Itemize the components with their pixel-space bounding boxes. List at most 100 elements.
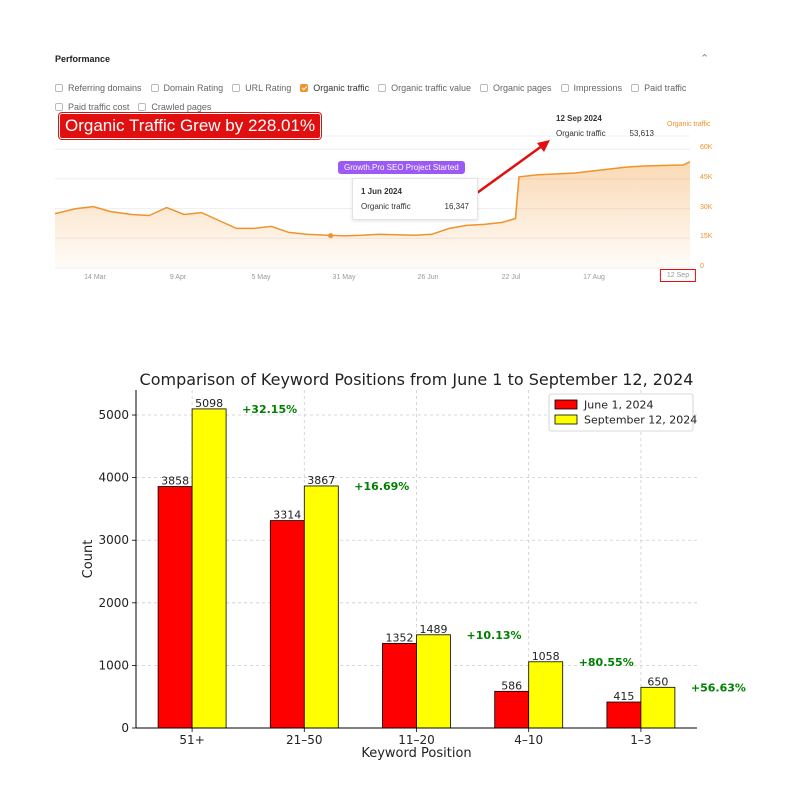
growth-label: +32.15% [242, 403, 297, 416]
metric-label: Organic traffic value [391, 83, 471, 93]
tooltip-start: 1 Jun 2024 Organic traffic 16,347 [352, 178, 478, 220]
perf-x-tick: 14 Mar [84, 274, 106, 281]
bar-september [191, 408, 227, 729]
tooltip-end-value: 53,613 [629, 129, 654, 138]
growth-label: +80.55% [579, 656, 634, 669]
metric-label: Organic pages [493, 83, 552, 93]
x-tick-label: 4–10 [514, 733, 543, 747]
checkbox-icon[interactable] [480, 84, 488, 92]
metric-toggle-4[interactable]: Organic traffic value [378, 79, 471, 97]
metric-label: Crawled pages [151, 102, 212, 112]
metric-label: Domain Rating [163, 83, 224, 93]
y-tick-label: 3000 [98, 533, 129, 547]
x-tick-label: 21–50 [286, 733, 323, 747]
metric-toggle-5[interactable]: Organic pages [480, 79, 552, 97]
checkbox-icon[interactable] [55, 84, 63, 92]
growth-label: +56.63% [691, 681, 746, 694]
checkbox-icon[interactable] [138, 103, 147, 111]
legend-label: September 12, 2024 [584, 414, 697, 427]
metric-toggle-1[interactable]: Domain Rating [150, 79, 224, 97]
perf-y-tick: 15K [700, 233, 713, 241]
bar-value-label: 1489 [420, 623, 448, 636]
perf-x-tick: 31 May [332, 274, 356, 281]
bar-value-label: 650 [647, 675, 668, 688]
perf-y-tick: 30K [700, 203, 713, 211]
perf-x-tick: 5 May [251, 274, 271, 281]
growth-arrow [469, 143, 545, 200]
perf-y-tick: 45K [700, 173, 713, 181]
chevron-up-icon[interactable]: ⌃ [700, 53, 710, 65]
checkbox-icon[interactable] [378, 84, 387, 92]
y-tick-label: 4000 [98, 471, 129, 485]
y-axis-label: Count [81, 540, 96, 579]
checkbox-icon[interactable] [150, 84, 159, 92]
bar-value-label: 586 [501, 679, 522, 692]
tooltip-end-label: Organic traffic [556, 129, 606, 138]
x-tick-label: 1–3 [630, 733, 651, 747]
tooltip-start-value: 16,347 [444, 202, 469, 211]
bar-june [606, 701, 642, 729]
y-tick-label: 1000 [98, 658, 129, 672]
bar-september [528, 661, 564, 729]
x-tick-label: 51+ [179, 733, 204, 747]
traffic-line [54, 161, 691, 237]
perf-y-tick: 0 [700, 263, 704, 270]
x-tick-label: 11–20 [398, 733, 435, 747]
bar-value-label: 415 [613, 690, 634, 703]
bar-june [157, 486, 193, 729]
metric-toggle-6[interactable]: Impressions [560, 79, 623, 97]
tooltip-start-date: 1 Jun 2024 [361, 187, 402, 196]
metric-label: Organic traffic [313, 83, 370, 93]
metric-toggle-8[interactable]: Paid traffic cost [55, 98, 129, 116]
x-axis-label: Keyword Position [361, 746, 471, 761]
metric-toggle-2[interactable]: URL Rating [232, 79, 291, 97]
checkbox-icon[interactable] [55, 103, 63, 111]
metric-label: Paid traffic cost [68, 102, 130, 112]
metric-toggle-9[interactable]: Crawled pages [138, 98, 211, 116]
legend-swatch [554, 414, 578, 425]
legend-label: June 1, 2024 [583, 399, 653, 412]
perf-x-tick: 12 Sep [659, 269, 697, 282]
bar-value-label: 3314 [273, 509, 301, 522]
bar-september [640, 686, 676, 729]
metric-label: Impressions [573, 83, 623, 93]
growth-banner: Organic Traffic Grew by 228.01% [60, 114, 321, 138]
metric-label: Paid traffic [644, 83, 687, 93]
growth-label: +10.13% [467, 629, 522, 642]
checkbox-icon[interactable] [560, 84, 569, 92]
legend-swatch [554, 399, 578, 410]
project-start-badge: Growth.Pro SEO Project Started [338, 161, 465, 174]
bar-june [494, 690, 530, 729]
tooltip-end: 12 Sep 2024 Organic traffic 53,613 [556, 114, 654, 138]
arrow-head-icon [537, 140, 550, 152]
traffic-point [328, 233, 334, 239]
bar-value-label: 1058 [532, 650, 560, 663]
y-tick-label: 2000 [98, 596, 129, 610]
bar-value-label: 5098 [195, 397, 223, 410]
checkbox-checked-icon[interactable] [300, 84, 309, 92]
perf-x-tick: 9 Apr [169, 274, 187, 281]
organic-traffic-chart [54, 135, 691, 269]
tooltip-start-label: Organic traffic [361, 202, 411, 211]
tooltip-end-date: 12 Sep 2024 [556, 114, 602, 123]
perf-x-tick: 22 Jul [501, 274, 521, 281]
checkbox-icon[interactable] [631, 84, 640, 92]
performance-panel: Performance ⌃ Referring domains Domain Ra… [0, 0, 800, 300]
checkbox-icon[interactable] [232, 84, 241, 92]
growth-label: +16.69% [354, 480, 409, 493]
bar-value-label: 1352 [386, 631, 414, 644]
metric-label: URL Rating [245, 83, 292, 93]
perf-x-tick: 26 Jun [417, 274, 439, 281]
metric-toggle-7[interactable]: Paid traffic [631, 79, 686, 97]
metric-toggle-3[interactable]: Organic traffic [300, 79, 369, 97]
y-tick-label: 5000 [98, 408, 129, 422]
metric-toggle-0[interactable]: Referring domains [55, 79, 142, 97]
chart-title: Comparison of Keyword Positions from Jun… [140, 370, 694, 389]
series-label: Organic traffic [667, 121, 711, 128]
metric-label: Referring domains [68, 83, 142, 93]
bar-june [269, 520, 305, 729]
bar-value-label: 3867 [307, 474, 335, 487]
panel-title: Performance [55, 54, 111, 64]
legend [548, 393, 694, 432]
bar-september [303, 485, 339, 729]
